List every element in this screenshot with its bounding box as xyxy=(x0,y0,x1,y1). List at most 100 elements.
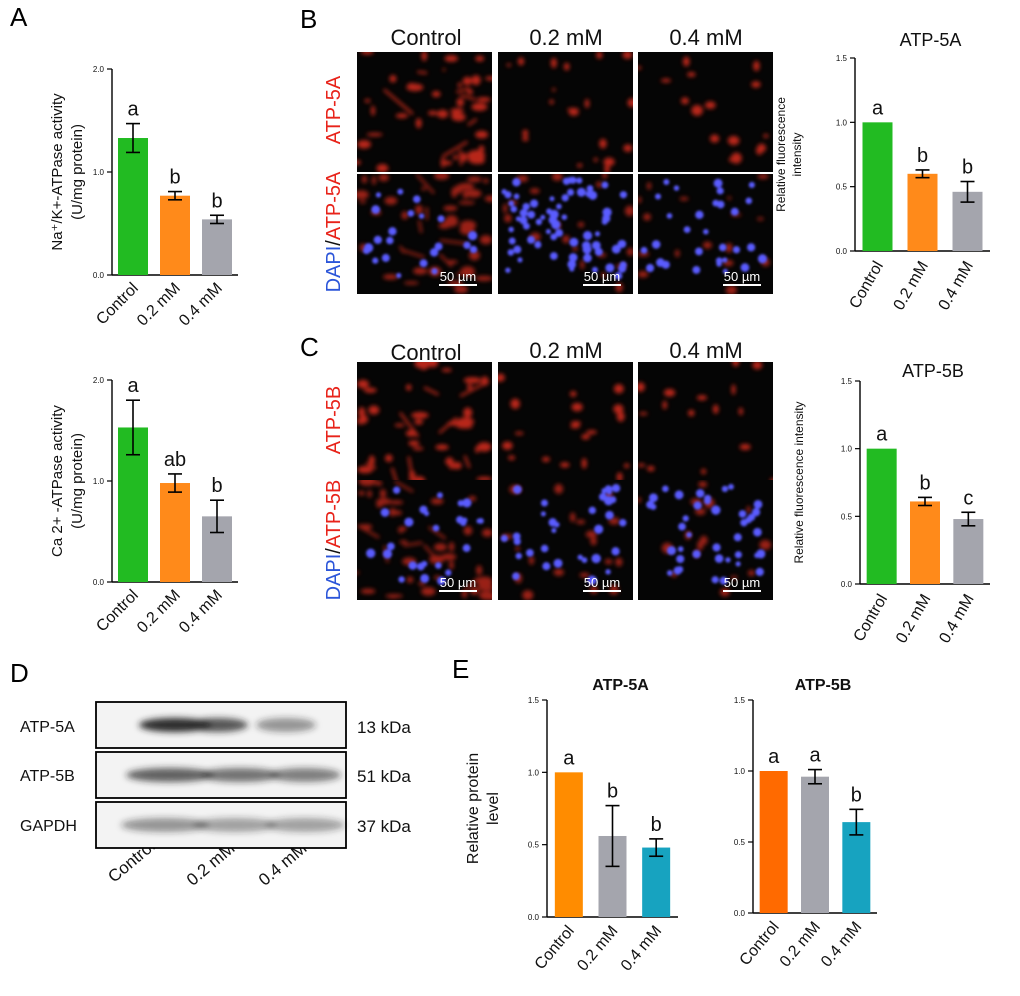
scale-bar-label: 50 µm xyxy=(440,269,476,284)
bar xyxy=(118,138,148,275)
micrograph-red-1 xyxy=(498,362,633,482)
category-label: 0.4 mM xyxy=(176,587,226,637)
y-axis-label: intensity xyxy=(790,132,804,176)
blot-band xyxy=(200,768,280,782)
micrograph-red-1 xyxy=(498,52,633,172)
category-label: Control xyxy=(532,923,578,973)
blot-band xyxy=(193,818,277,832)
category-label: 0.2 mM xyxy=(893,592,934,647)
blot-label-gapdh: GAPDH xyxy=(20,818,77,835)
y-tick-label: 0.0 xyxy=(528,913,540,922)
blot-band xyxy=(265,818,345,832)
micrograph-merged-1: 50 µm xyxy=(498,480,633,600)
blot-kda-atp5b: 51 kDa xyxy=(357,767,411,786)
blot-band xyxy=(126,768,214,782)
chart-title: ATP-5B xyxy=(795,677,852,694)
panel-c-micrographs: Control 0.2 mM 0.4 mM ATP-5B DAPI/ATP-5B… xyxy=(323,338,773,601)
chart-title: ATP-5A xyxy=(900,30,962,50)
bar xyxy=(642,847,671,917)
y-tick-label: 0.5 xyxy=(841,512,853,521)
blot-kda-gapdh: 37 kDa xyxy=(357,817,411,836)
panel-letter-c: C xyxy=(300,332,319,362)
chart-a2: 0.0 1.0 2.0 a Control ab 0.2 mM b 0.4 mM Ca 2+ -A… xyxy=(49,375,238,637)
panel-c-row2-protein: ATP-5B xyxy=(323,480,345,549)
bar xyxy=(759,771,788,913)
significance-letter: b xyxy=(962,157,973,179)
panel-b-row2-sep: / xyxy=(323,240,345,246)
y-axis-label: Relative fluorescence intensity xyxy=(792,401,806,563)
panel-letter-a: A xyxy=(10,2,28,32)
category-label: Control xyxy=(846,259,887,312)
y-tick-label: 0.0 xyxy=(836,247,848,256)
y-tick-label: 1.0 xyxy=(836,118,848,127)
y-tick-label: 1.5 xyxy=(734,696,746,705)
panel-letter-b: B xyxy=(300,4,317,34)
blot-label-atp5b: ATP-5B xyxy=(20,768,75,785)
panel-c-row2-dapi: DAPI xyxy=(323,554,345,601)
significance-letter: a xyxy=(563,747,575,769)
bar xyxy=(160,195,190,275)
y-tick-label: 1.0 xyxy=(528,768,540,777)
bar xyxy=(554,772,583,917)
panel-c-col-label-control: Control xyxy=(391,340,462,365)
y-tick-label: 0.0 xyxy=(841,580,853,589)
panel-letter-d: D xyxy=(10,658,29,688)
y-tick-label: 1.0 xyxy=(841,445,853,454)
y-axis-label: level xyxy=(485,792,502,825)
category-label: 0.2 mM xyxy=(134,280,184,330)
scale-bar-label: 50 µm xyxy=(724,269,760,284)
y-tick-label: 1.5 xyxy=(528,696,540,705)
category-label: 0.2 mM xyxy=(777,919,824,971)
bar xyxy=(862,122,893,251)
bar xyxy=(907,173,938,251)
blot-label-atp5a: ATP-5A xyxy=(20,719,75,736)
y-axis-label: (U/mg protein) xyxy=(69,124,86,220)
micrograph-red-0 xyxy=(357,362,492,482)
y-tick-label: 1.0 xyxy=(734,767,746,776)
blot-band xyxy=(269,768,341,782)
panel-b-col-label-control: Control xyxy=(391,25,462,50)
y-axis-label: Na⁺/K+-ATPase activity xyxy=(49,93,66,251)
category-label: Control xyxy=(737,919,783,969)
y-axis-label: (U/mg protein) xyxy=(69,433,86,529)
chart-title: ATP-5B xyxy=(902,361,964,381)
blot-band xyxy=(188,718,248,732)
blot-band xyxy=(121,818,209,832)
micrograph-merged-0: 50 µm xyxy=(357,174,492,294)
panel-b-col-label-02mm: 0.2 mM xyxy=(529,25,602,50)
scale-bar-label: 50 µm xyxy=(724,575,760,590)
micrograph-red-2 xyxy=(638,52,773,172)
significance-letter: a xyxy=(872,97,884,119)
bar xyxy=(953,519,984,584)
y-tick-label: 0.0 xyxy=(93,578,105,587)
y-tick-label: 0.5 xyxy=(528,841,540,850)
micrograph-merged-2: 50 µm xyxy=(638,174,773,294)
y-tick-label: 0.5 xyxy=(734,838,746,847)
category-label: Control xyxy=(93,280,141,328)
panel-c-col-label-04mm: 0.4 mM xyxy=(669,338,742,363)
y-tick-label: 0.0 xyxy=(93,271,105,280)
panel-c-row2-sep: / xyxy=(323,548,345,554)
bar xyxy=(801,776,829,913)
significance-letter: a xyxy=(809,745,821,767)
significance-letter: b xyxy=(211,190,222,212)
blot-strips xyxy=(95,701,347,849)
y-tick-label: 1.0 xyxy=(93,477,105,486)
panel-c-col-label-02mm: 0.2 mM xyxy=(529,338,602,363)
panel-b-row2-dapi: DAPI xyxy=(323,246,345,293)
blot-band xyxy=(256,718,316,732)
category-label: 0.4 mM xyxy=(936,592,977,647)
panel-b-row2-label: DAPI/ATP-5A xyxy=(323,171,345,292)
blot-strip-0 xyxy=(95,701,347,749)
significance-letter: b xyxy=(851,784,862,806)
category-label: 0.4 mM xyxy=(818,919,865,971)
scale-bar-label: 50 µm xyxy=(440,575,476,590)
bar xyxy=(202,219,232,275)
significance-letter: c xyxy=(963,487,973,509)
significance-letter: b xyxy=(607,781,618,803)
blot-strip-2 xyxy=(95,801,347,849)
chart-c: 0.0 0.5 1.0 1.5 a Control b 0.2 mM c 0.4 mM ATP-5B… xyxy=(792,361,990,646)
category-label: Control xyxy=(93,587,141,635)
blot-strip-1 xyxy=(95,751,347,799)
